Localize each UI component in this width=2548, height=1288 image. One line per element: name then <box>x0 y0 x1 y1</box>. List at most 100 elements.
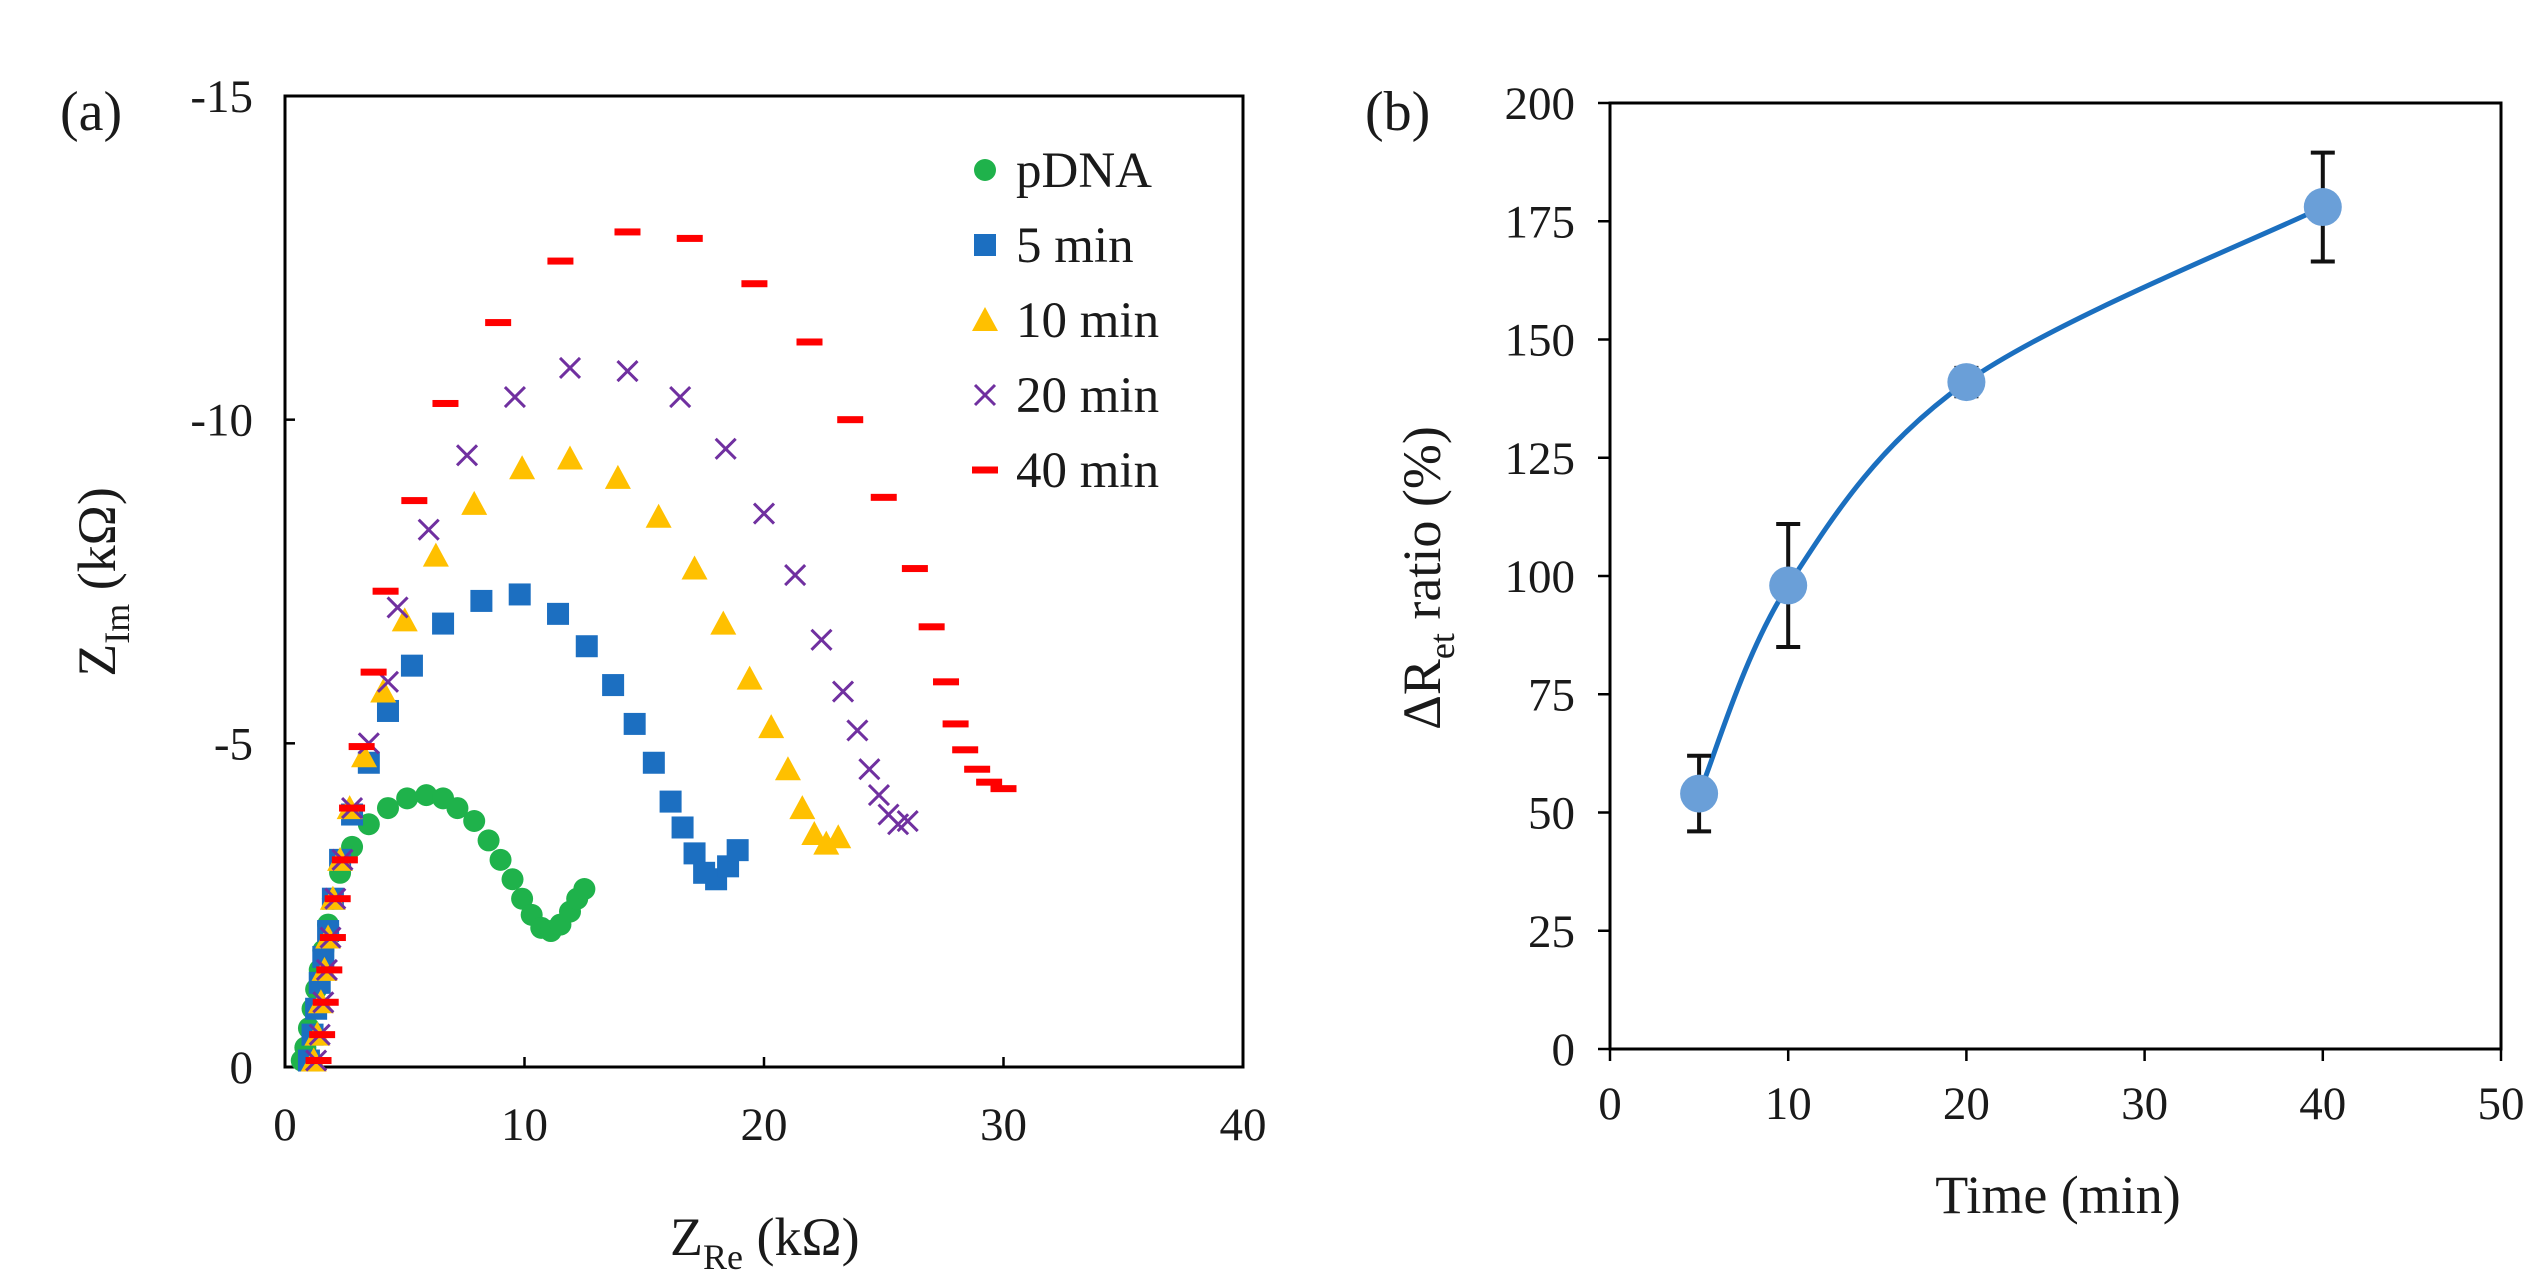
data-point <box>558 356 582 379</box>
data-point <box>357 813 380 836</box>
series-10-min <box>300 445 852 1072</box>
data-point <box>401 497 428 505</box>
panel-a-x-tick-label: 10 <box>501 1099 548 1151</box>
data-point <box>489 848 512 871</box>
panel-b-y-ticks: 0 25 50 75 100 125 150 175 200 <box>1505 78 1610 1076</box>
legend-item-40-min: 40 min <box>972 443 1159 499</box>
data-point <box>1947 363 1986 402</box>
data-point <box>470 589 493 612</box>
panel-b-x-tick-label: 40 <box>2299 1078 2346 1130</box>
data-point <box>784 563 807 587</box>
panel-a-x-ticks: 0 10 20 30 40 <box>273 1057 1267 1151</box>
panel-a-x-tick-label: 0 <box>273 1099 297 1151</box>
data-point <box>372 587 399 595</box>
data-point <box>604 464 631 489</box>
panel-a-y-axis-title: ZIm (kΩ) <box>67 487 137 677</box>
panel-b-x-tick-label: 10 <box>1765 1078 1812 1130</box>
data-point <box>391 607 418 632</box>
panel-b-plot-frame <box>1608 101 2503 1051</box>
panel-a-x-axis-title: ZRe (kΩ) <box>670 1207 860 1277</box>
panel-b-x-tick-label: 50 <box>2478 1078 2525 1130</box>
data-point <box>813 830 840 855</box>
data-point <box>683 842 706 865</box>
data-point <box>741 280 768 288</box>
panel-b-y-tick-label: 150 <box>1505 315 1576 367</box>
data-point <box>376 797 399 820</box>
legend-item-20-min: 20 min <box>973 368 1159 424</box>
data-point <box>896 809 919 833</box>
data-point <box>616 360 639 383</box>
data-point <box>446 797 469 820</box>
data-point <box>557 445 584 470</box>
panel-a-label: (a) <box>60 81 122 143</box>
panel-b-series <box>1680 150 2342 834</box>
panel-a-y-tick-label: 0 <box>230 1042 254 1094</box>
data-point <box>659 790 682 813</box>
data-point <box>710 610 737 635</box>
panel-b-x-axis-title: Time (min) <box>1935 1165 2181 1225</box>
data-point <box>846 719 869 742</box>
data-point <box>825 824 852 849</box>
legend-label: 10 min <box>1016 293 1159 349</box>
panel-a-impedance-plot: 0 -5 -10 -15 0 10 20 30 40 (a) ZRe (kΩ) ZIm (kΩ… <box>60 71 1267 1277</box>
data-point <box>360 668 387 676</box>
panel-b-y-tick-label: 175 <box>1505 196 1576 248</box>
data-point <box>671 816 694 839</box>
data-point <box>642 751 665 774</box>
data-point <box>485 319 512 327</box>
data-point <box>319 934 346 942</box>
panel-b-y-tick-label: 100 <box>1505 551 1576 603</box>
data-point <box>870 493 897 501</box>
legend-item-pdna: pDNA <box>974 143 1152 199</box>
data-point <box>309 1031 336 1039</box>
data-point <box>575 635 598 658</box>
panel-b-y-axis-title: ΔRet ratio (%) <box>1392 426 1462 730</box>
data-point <box>774 756 801 781</box>
legend-marker <box>974 234 996 256</box>
legend-label: 40 min <box>1016 443 1159 499</box>
data-point <box>432 399 459 407</box>
series-40-min <box>305 228 1017 1065</box>
panel-a-y-tick-label: -5 <box>214 718 253 770</box>
data-point <box>952 746 979 754</box>
data-point <box>312 998 339 1006</box>
data-point <box>503 385 526 409</box>
panel-b-y-tick-label: 25 <box>1528 906 1575 958</box>
data-point <box>933 678 960 686</box>
legend-marker <box>972 307 998 331</box>
data-point <box>417 518 440 541</box>
data-point <box>681 555 708 580</box>
panel-a-y-ticks: 0 -5 -10 -15 <box>190 71 295 1094</box>
panel-a-y-tick-label: -15 <box>190 71 253 123</box>
data-point <box>614 228 641 236</box>
data-point <box>752 502 776 525</box>
data-point <box>573 877 596 900</box>
legend-label: 20 min <box>1016 368 1159 424</box>
data-point <box>415 784 438 807</box>
data-point <box>831 680 855 703</box>
legend-item-10-min: 10 min <box>972 293 1159 349</box>
data-point <box>976 778 1003 786</box>
data-point <box>422 542 449 567</box>
data-point <box>758 714 785 739</box>
data-point <box>386 596 409 619</box>
panel-b-x-tick-label: 20 <box>1943 1078 1990 1130</box>
data-point <box>376 699 399 722</box>
data-point <box>789 795 816 820</box>
data-point <box>400 654 423 677</box>
data-point <box>736 665 763 690</box>
data-point <box>547 257 574 265</box>
panel-a-x-tick-label: 20 <box>741 1099 788 1151</box>
data-point <box>858 758 881 781</box>
data-point <box>901 565 928 573</box>
legend-marker <box>974 159 996 181</box>
data-point <box>867 784 891 807</box>
panel-a-legend: pDNA 5 min 10 min 20 min 40 min <box>972 143 1159 499</box>
data-point <box>432 612 455 635</box>
data-point <box>623 712 646 735</box>
data-point <box>918 623 945 631</box>
legend-marker <box>972 466 998 474</box>
data-point <box>501 868 524 891</box>
data-point <box>676 234 703 242</box>
data-point <box>645 503 672 528</box>
